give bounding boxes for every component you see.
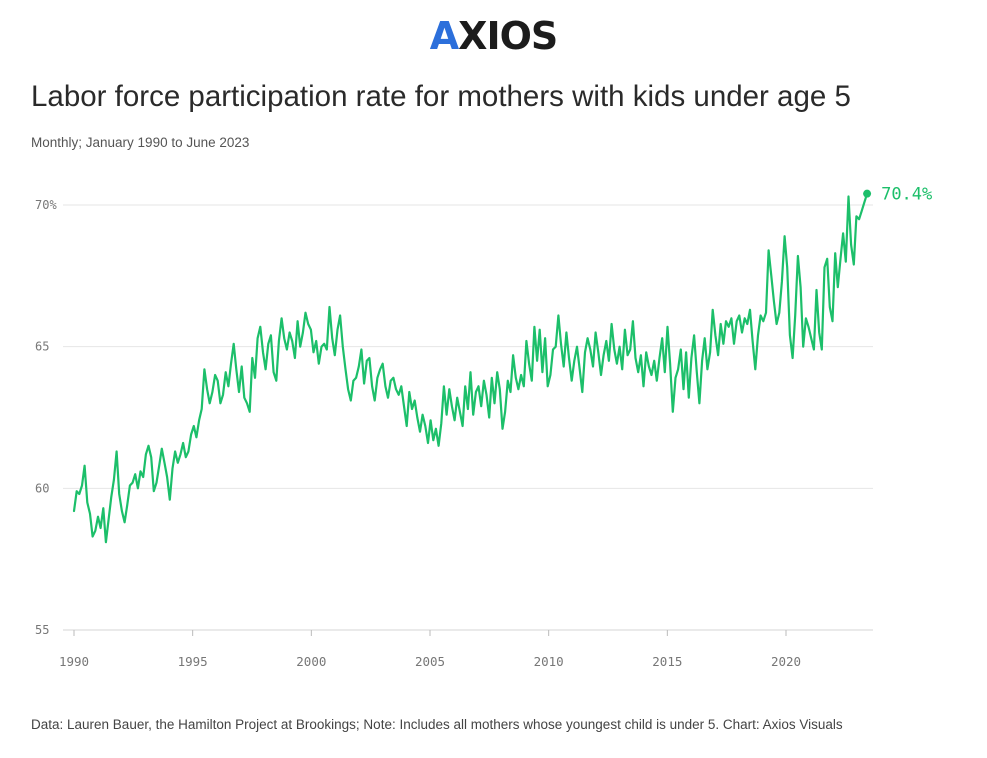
chart-subtitle: Monthly; January 1990 to June 2023	[31, 135, 250, 150]
logo-accent-letter: A	[429, 14, 459, 58]
y-tick-label: 70%	[35, 198, 57, 212]
last-value-label: 70.4%	[881, 185, 932, 205]
chart-footer-source: Data: Lauren Bauer, the Hamilton Project…	[31, 717, 843, 732]
y-tick-label: 60	[35, 481, 49, 495]
x-tick-label: 2010	[534, 654, 564, 669]
axios-logo: AXIOS	[0, 14, 987, 58]
x-tick-label: 2005	[415, 654, 445, 669]
x-tick-label: 2015	[652, 654, 682, 669]
x-axis-ticks: 1990 1995 2000 2005 2010 2015 2020	[59, 630, 801, 669]
gridlines	[63, 204, 873, 631]
y-tick-label: 65	[35, 340, 49, 354]
x-tick-label: 2000	[296, 654, 326, 669]
y-axis-ticks: 55 60 65 70%	[35, 198, 57, 637]
x-tick-label: 1990	[59, 654, 89, 669]
last-value-dot	[863, 189, 872, 198]
chart-title: Labor force participation rate for mothe…	[31, 80, 851, 113]
series-line	[72, 192, 869, 544]
x-tick-label: 2020	[771, 654, 801, 669]
series-layer	[72, 192, 869, 544]
axios-logo-text: AXIOS	[429, 14, 559, 58]
x-tick-label: 1995	[178, 654, 208, 669]
annotation-layer: 70.4%	[863, 185, 932, 205]
logo-rest: XIOS	[458, 14, 558, 58]
y-tick-label: 55	[35, 623, 49, 637]
